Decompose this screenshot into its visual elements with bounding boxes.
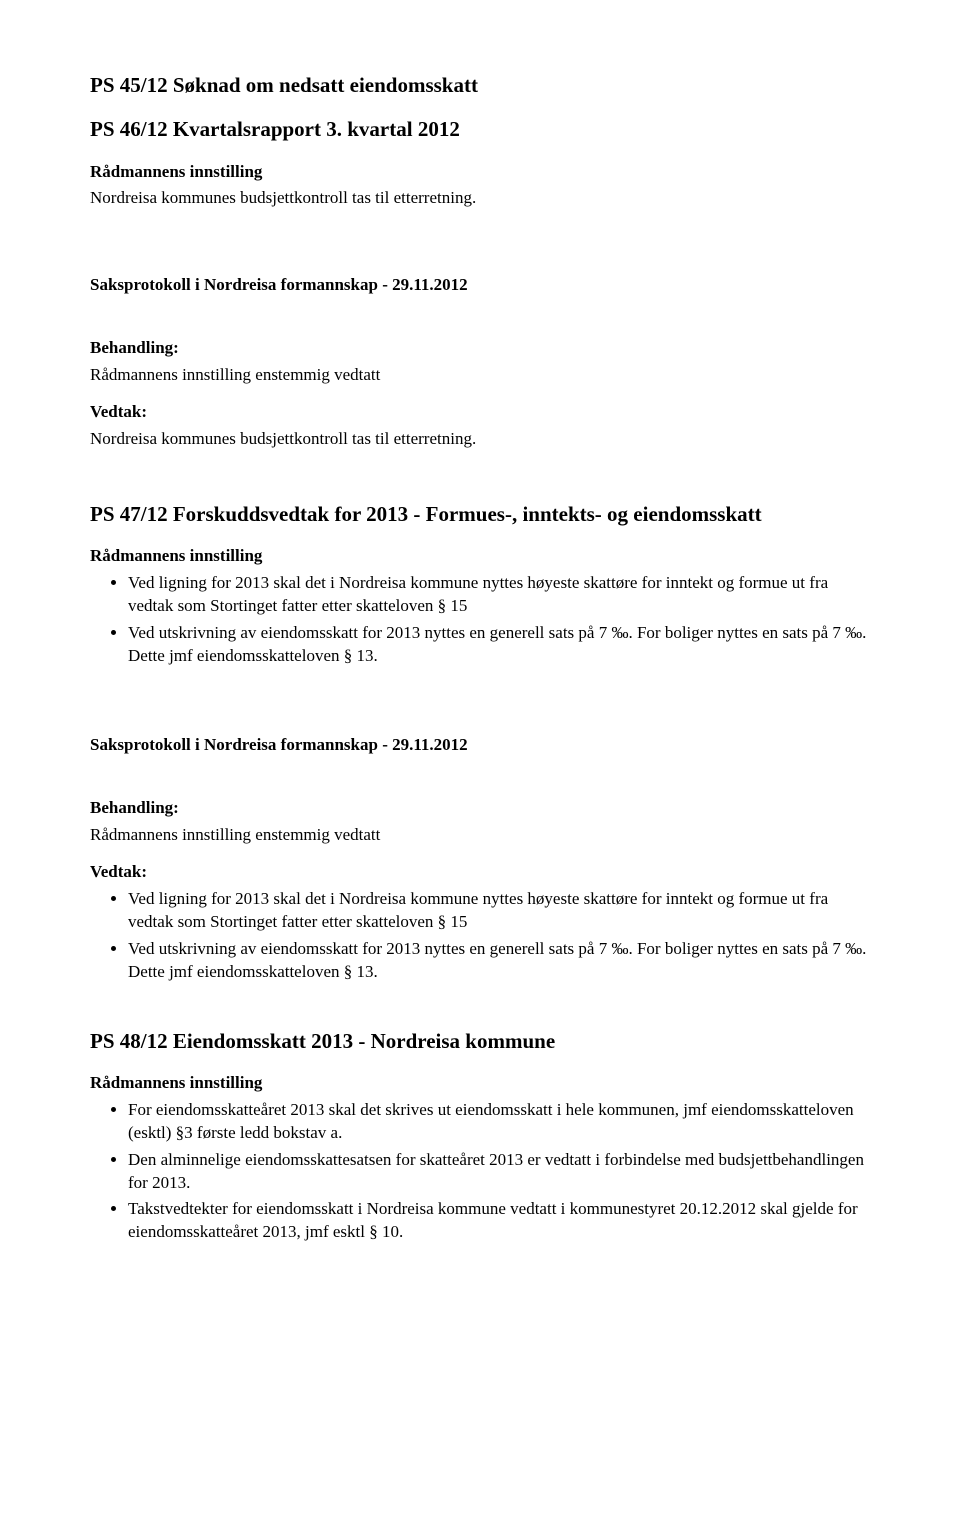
innstilling-list-48: For eiendomsskatteåret 2013 skal det skr… (90, 1099, 870, 1245)
innstilling-label-46: Rådmannens innstilling (90, 161, 870, 184)
innstilling-label-47: Rådmannens innstilling (90, 545, 870, 568)
section-heading-47: PS 47/12 Forskuddsvedtak for 2013 - Form… (90, 501, 870, 527)
vedtak-list-47: Ved ligning for 2013 skal det i Nordreis… (90, 888, 870, 984)
behandling-text-47: Rådmannens innstilling enstemmig vedtatt (90, 824, 870, 847)
list-item: Ved utskrivning av eiendomsskatt for 201… (128, 938, 870, 984)
section-heading-45: PS 45/12 Søknad om nedsatt eiendomsskatt (90, 72, 870, 98)
list-item: For eiendomsskatteåret 2013 skal det skr… (128, 1099, 870, 1145)
list-item: Takstvedtekter for eiendomsskatt i Nordr… (128, 1198, 870, 1244)
list-item: Ved utskrivning av eiendomsskatt for 201… (128, 622, 870, 668)
protokoll-heading-47: Saksprotokoll i Nordreisa formannskap - … (90, 734, 870, 757)
vedtak-text-46: Nordreisa kommunes budsjettkontroll tas … (90, 428, 870, 451)
innstilling-list-47: Ved ligning for 2013 skal det i Nordreis… (90, 572, 870, 668)
list-item: Den alminnelige eiendomsskattesatsen for… (128, 1149, 870, 1195)
vedtak-label-47: Vedtak: (90, 861, 870, 884)
behandling-label-46: Behandling: (90, 337, 870, 360)
list-item: Ved ligning for 2013 skal det i Nordreis… (128, 572, 870, 618)
section-heading-46: PS 46/12 Kvartalsrapport 3. kvartal 2012 (90, 116, 870, 142)
behandling-text-46: Rådmannens innstilling enstemmig vedtatt (90, 364, 870, 387)
vedtak-label-46: Vedtak: (90, 401, 870, 424)
list-item: Ved ligning for 2013 skal det i Nordreis… (128, 888, 870, 934)
behandling-label-47: Behandling: (90, 797, 870, 820)
section-heading-48: PS 48/12 Eiendomsskatt 2013 - Nordreisa … (90, 1028, 870, 1054)
protokoll-heading-46: Saksprotokoll i Nordreisa formannskap - … (90, 274, 870, 297)
innstilling-label-48: Rådmannens innstilling (90, 1072, 870, 1095)
innstilling-text-46: Nordreisa kommunes budsjettkontroll tas … (90, 187, 870, 210)
